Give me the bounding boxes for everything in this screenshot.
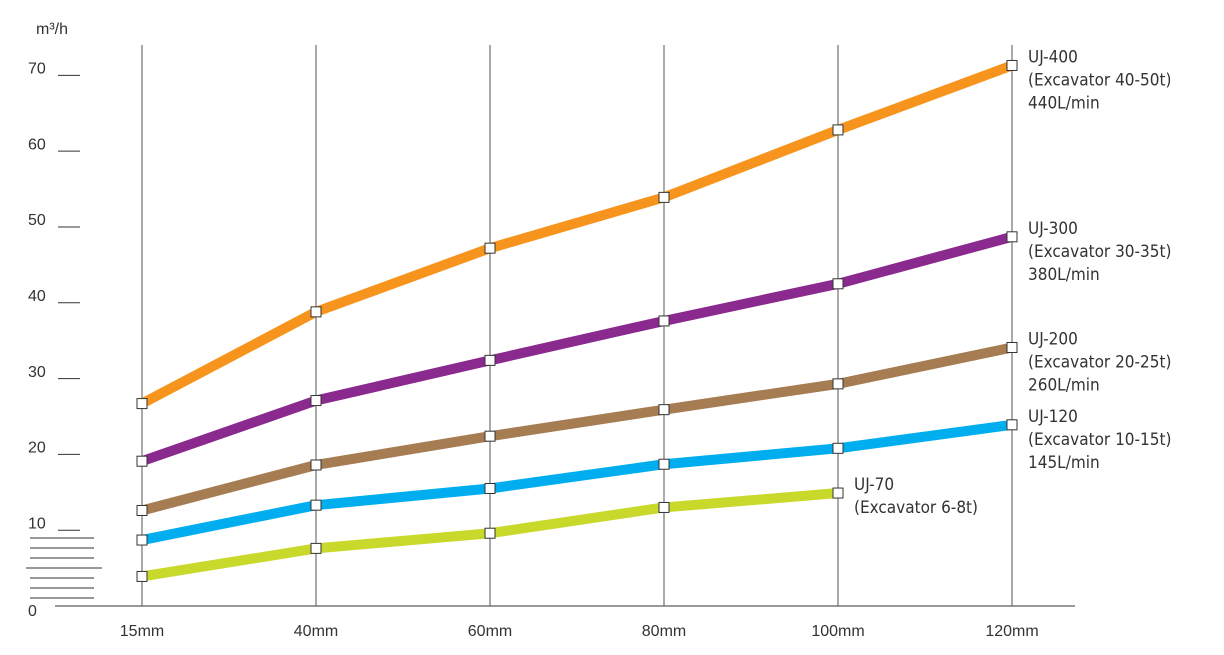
point-marker [1006,59,1018,71]
y-tick-label: 10 [28,515,46,532]
point-marker [1006,231,1018,243]
point-marker [832,124,844,136]
point-marker [832,487,844,499]
point-marker [658,458,670,470]
y-tick-label: 0 [28,603,37,620]
x-tick-label: 15mm [120,623,164,640]
series-label: UJ-120 [1028,407,1078,427]
series-description: 145L/min [1028,453,1100,473]
point-marker [136,534,148,546]
point-marker [484,242,496,254]
point-marker [136,398,148,410]
series-label: UJ-400 [1028,47,1078,67]
point-marker [136,570,148,582]
series-label: UJ-70 [854,475,894,495]
series-line [140,342,1014,516]
point-marker [484,430,496,442]
decoration [26,537,102,599]
x-tick-label: 40mm [294,623,338,640]
point-marker [658,315,670,327]
series-description: (Excavator 10-15t) [1028,430,1171,450]
series-description: 440L/min [1028,93,1100,113]
y-tick-label: 30 [28,364,46,381]
point-marker [658,404,670,416]
y-axis-label: m³/h [36,21,68,38]
point-marker [484,482,496,494]
point-marker [310,306,322,318]
series-description: (Excavator 20-25t) [1028,352,1171,372]
series-description: (Excavator 40-50t) [1028,70,1171,90]
series-description: 260L/min [1028,375,1100,395]
point-marker [658,191,670,203]
series-description: 380L/min [1028,265,1100,285]
point-marker [1006,419,1018,431]
series-line [139,60,1014,409]
point-marker [832,278,844,290]
point-marker [484,527,496,539]
point-marker [136,504,148,516]
series-label: UJ-300 [1028,219,1078,239]
series-description: (Excavator 6-8t) [854,498,978,518]
point-marker [310,499,322,511]
point-marker [658,501,670,513]
x-tick-label: 60mm [468,623,512,640]
point-marker [1006,341,1018,353]
x-tick-label: 120mm [985,623,1038,640]
point-marker [832,378,844,390]
x-tick-label: 100mm [811,623,864,640]
point-marker [310,542,322,554]
point-marker [310,395,322,407]
y-tick-label: 40 [28,288,46,305]
y-tick-label: 20 [28,440,46,457]
series-line [140,231,1014,466]
series-line [141,419,1013,545]
point-marker [832,442,844,454]
y-tick-label: 60 [28,136,46,153]
point-marker [484,354,496,366]
series-label: UJ-200 [1028,329,1078,349]
series-description: (Excavator 30-35t) [1028,242,1171,262]
y-tick-label: 70 [28,61,46,78]
x-tick-label: 80mm [642,623,686,640]
point-marker [310,459,322,471]
point-marker [136,455,148,467]
y-tick-label: 50 [28,212,46,229]
